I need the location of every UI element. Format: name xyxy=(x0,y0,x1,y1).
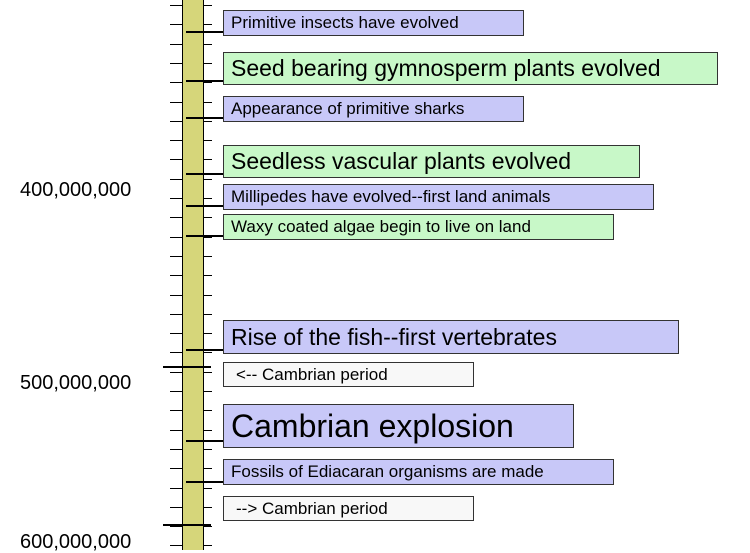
minor-tick xyxy=(170,468,182,469)
event-millipedes: Millipedes have evolved--first land anim… xyxy=(223,184,654,210)
minor-tick xyxy=(170,198,182,199)
major-tick xyxy=(163,524,211,526)
minor-tick xyxy=(204,468,212,469)
event-connector xyxy=(186,173,223,175)
minor-tick xyxy=(204,82,212,83)
event-connector xyxy=(186,31,223,33)
event-primitive-insects: Primitive insects have evolved xyxy=(223,10,524,36)
minor-tick xyxy=(170,507,182,508)
minor-tick xyxy=(170,314,182,315)
minor-tick xyxy=(170,488,182,489)
event-primitive-sharks: Appearance of primitive sharks xyxy=(223,96,524,122)
minor-tick xyxy=(170,430,182,431)
minor-tick xyxy=(170,159,182,160)
event-ediacaran-fossils: Fossils of Ediacaran organisms are made xyxy=(223,459,614,485)
minor-tick xyxy=(170,24,182,25)
minor-tick xyxy=(204,5,212,6)
minor-tick xyxy=(170,545,182,546)
axis-label-400m: 400,000,000 xyxy=(20,179,132,201)
event-connector xyxy=(186,117,223,119)
event-gymnosperm-plants: Seed bearing gymnosperm plants evolved xyxy=(223,52,718,85)
event-connector xyxy=(186,235,223,237)
event-cambrian-period-end: <-- Cambrian period xyxy=(223,362,474,387)
minor-tick xyxy=(170,295,182,296)
minor-tick xyxy=(204,198,212,199)
minor-tick xyxy=(170,333,182,334)
minor-tick xyxy=(204,449,212,450)
minor-tick xyxy=(204,545,212,546)
minor-tick xyxy=(204,237,212,238)
minor-tick xyxy=(170,526,182,527)
minor-tick xyxy=(170,44,182,45)
axis-label-600m: 600,000,000 xyxy=(20,531,132,553)
minor-tick xyxy=(170,5,182,6)
minor-tick xyxy=(170,275,182,276)
minor-tick xyxy=(170,410,182,411)
minor-tick xyxy=(204,121,212,122)
minor-tick xyxy=(204,526,212,527)
event-rise-of-fish: Rise of the fish--first vertebrates xyxy=(223,320,679,354)
minor-tick xyxy=(204,256,212,257)
axis-label-500m: 500,000,000 xyxy=(20,372,132,394)
minor-tick xyxy=(204,102,212,103)
minor-tick xyxy=(170,256,182,257)
minor-tick xyxy=(170,140,182,141)
minor-tick xyxy=(170,179,182,180)
minor-tick xyxy=(204,275,212,276)
minor-tick xyxy=(204,372,212,373)
event-seedless-vascular-plants: Seedless vascular plants evolved xyxy=(223,145,640,178)
minor-tick xyxy=(170,63,182,64)
minor-tick xyxy=(204,507,212,508)
minor-tick xyxy=(204,410,212,411)
event-connector xyxy=(186,80,223,82)
event-connector xyxy=(186,481,223,483)
event-waxy-algae: Waxy coated algae begin to live on land xyxy=(223,214,614,240)
minor-tick xyxy=(204,179,212,180)
minor-tick xyxy=(204,430,212,431)
minor-tick xyxy=(204,217,212,218)
minor-tick xyxy=(204,24,212,25)
minor-tick xyxy=(170,352,182,353)
timeline-bar xyxy=(182,0,204,550)
minor-tick xyxy=(170,372,182,373)
event-connector xyxy=(186,440,223,442)
event-cambrian-period-start: --> Cambrian period xyxy=(223,496,474,521)
minor-tick xyxy=(204,333,212,334)
event-connector xyxy=(186,205,223,207)
minor-tick xyxy=(204,44,212,45)
minor-tick xyxy=(204,295,212,296)
minor-tick xyxy=(170,121,182,122)
minor-tick xyxy=(170,237,182,238)
minor-tick xyxy=(170,391,182,392)
minor-tick xyxy=(204,352,212,353)
major-tick xyxy=(163,366,211,368)
event-cambrian-explosion: Cambrian explosion xyxy=(223,404,574,448)
minor-tick xyxy=(170,449,182,450)
event-connector xyxy=(186,349,223,351)
minor-tick xyxy=(204,140,212,141)
minor-tick xyxy=(204,488,212,489)
minor-tick xyxy=(204,391,212,392)
minor-tick xyxy=(170,82,182,83)
minor-tick xyxy=(204,314,212,315)
minor-tick xyxy=(170,102,182,103)
minor-tick xyxy=(204,63,212,64)
minor-tick xyxy=(170,217,182,218)
minor-tick xyxy=(204,159,212,160)
